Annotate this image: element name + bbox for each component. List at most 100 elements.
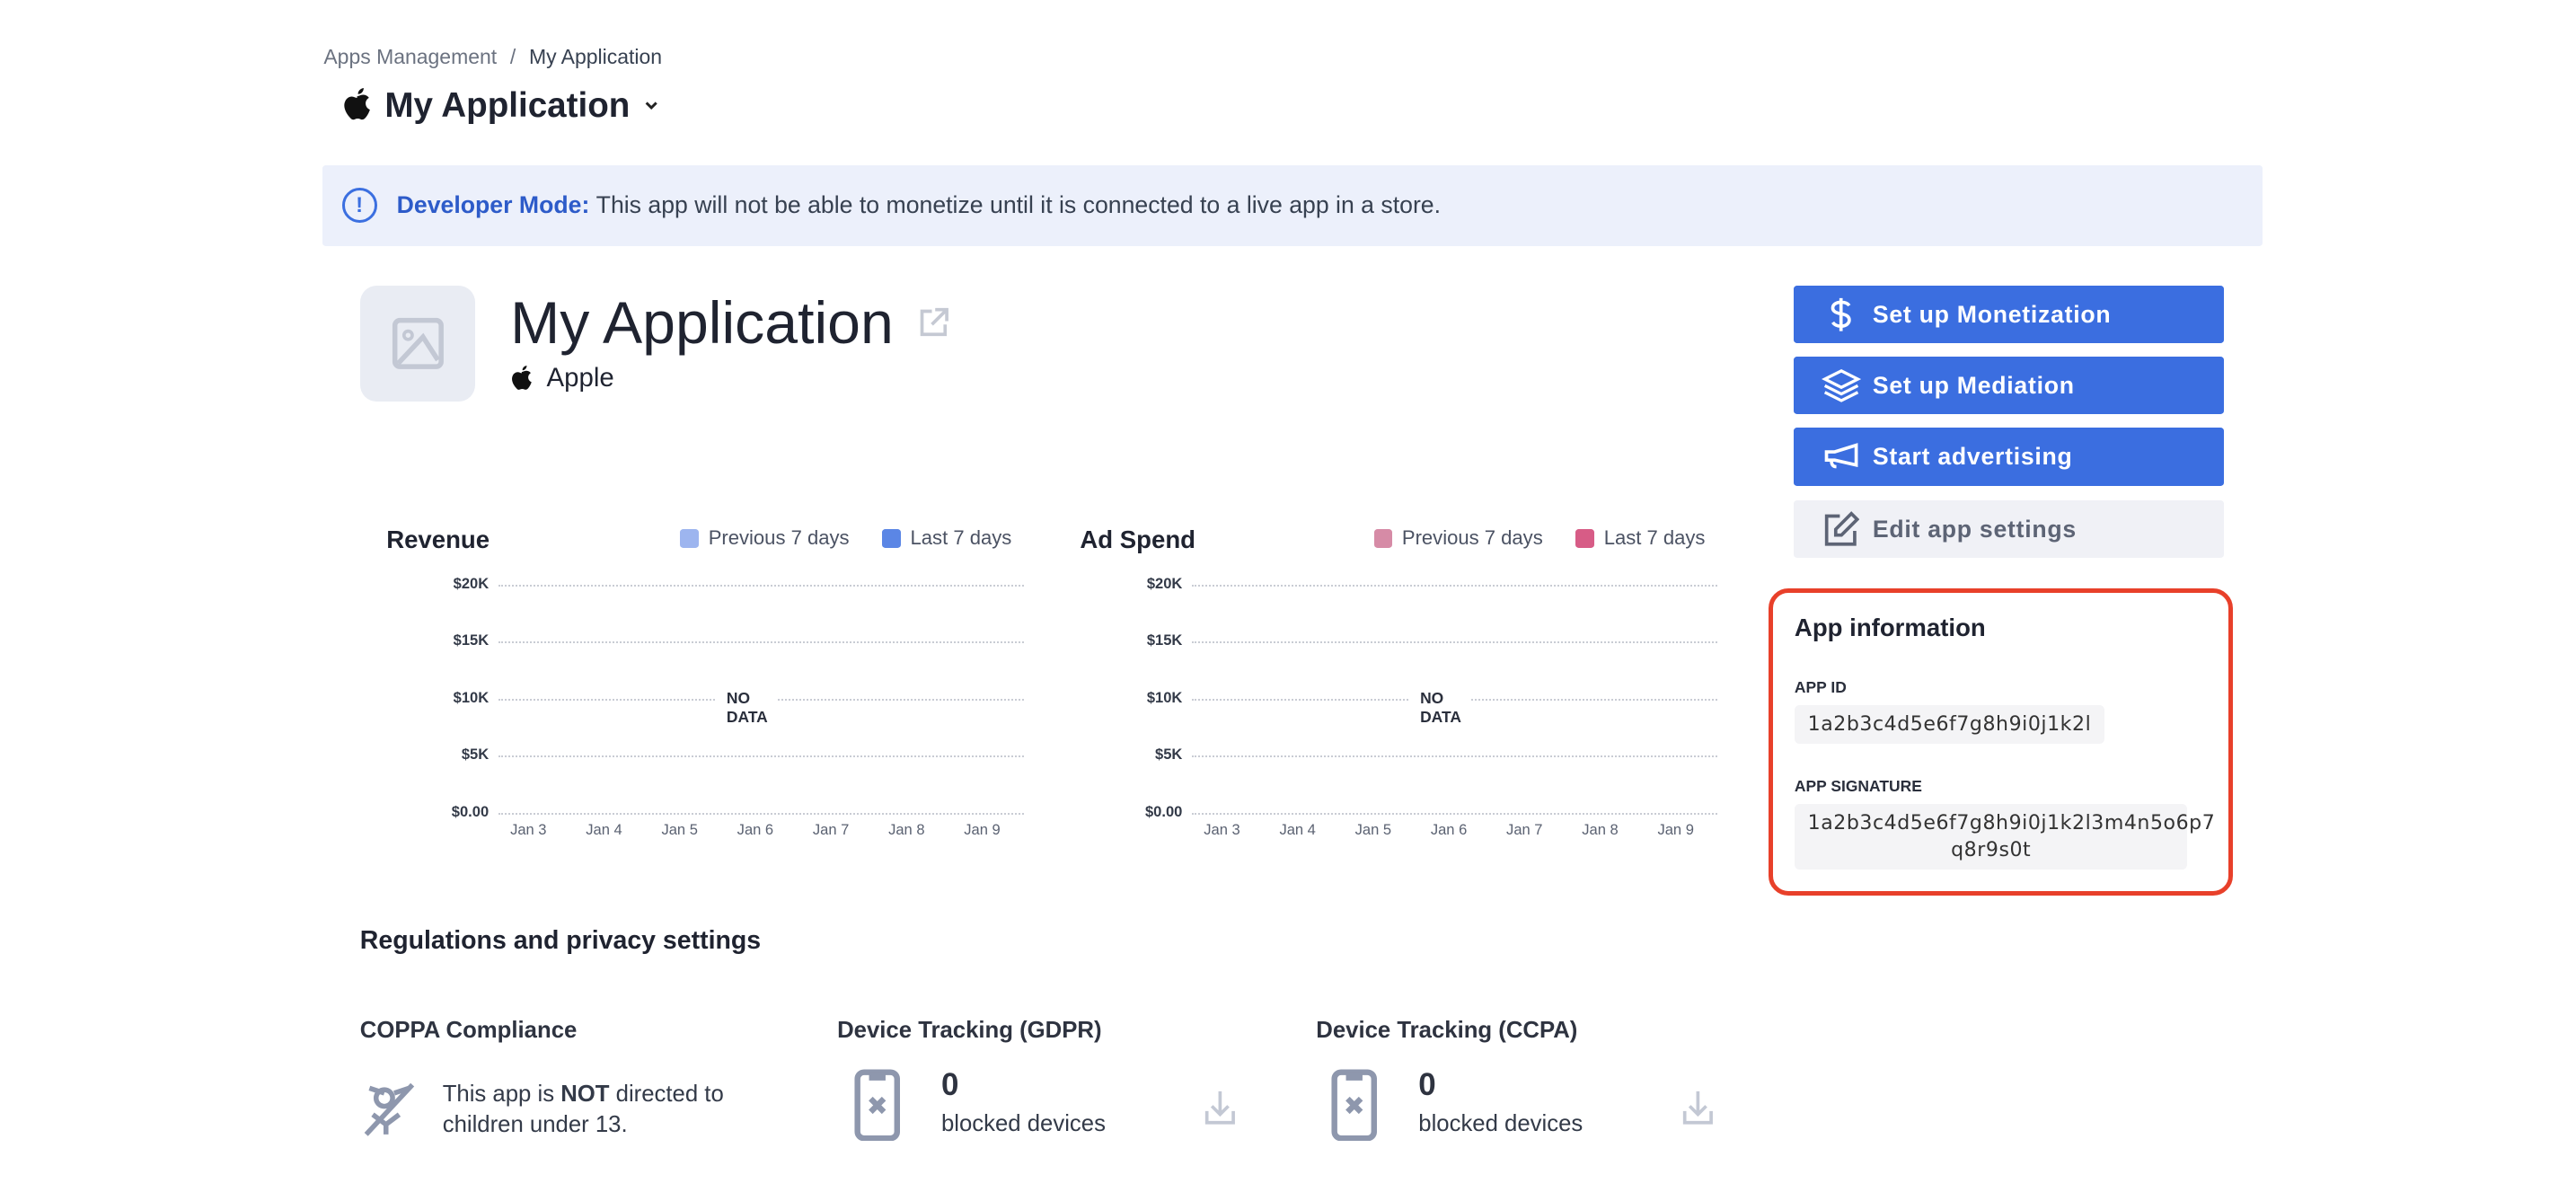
external-link-icon[interactable] xyxy=(917,306,950,340)
legend-swatch xyxy=(882,529,901,548)
ccpa-unit: blocked devices xyxy=(1418,1110,1584,1136)
chevron-down-icon xyxy=(645,102,657,110)
banner-message: This app will not be able to monetize un… xyxy=(595,191,1442,219)
x-tick-label: Jan 8 xyxy=(1582,820,1619,838)
legend-label[interactable]: Previous 7 days xyxy=(1401,526,1543,550)
app-signature-line: q8r9s0t xyxy=(1951,838,2032,861)
gridline xyxy=(1192,812,1718,815)
x-tick-label: Jan 6 xyxy=(737,820,774,838)
x-tick-label: Jan 3 xyxy=(1204,820,1240,838)
gridline xyxy=(498,812,1024,815)
coppa-text-post: directed to xyxy=(609,1081,724,1107)
x-tick-label: Jan 3 xyxy=(510,820,547,838)
y-tick-label: $10K xyxy=(1146,688,1183,706)
y-tick-label: $0.00 xyxy=(1144,802,1183,820)
y-tick-label: $10K xyxy=(453,688,490,706)
gridline xyxy=(1192,641,1718,644)
app-icon-placeholder xyxy=(359,286,476,402)
gridline xyxy=(498,641,1024,644)
y-tick-label: $0.00 xyxy=(451,802,490,820)
edit-icon xyxy=(1816,511,1866,547)
ccpa-title: Device Tracking (CCPA) xyxy=(1316,1017,1578,1043)
start-advertising-button[interactable]: Start advertising xyxy=(1793,428,2225,486)
layers-icon xyxy=(1816,368,1866,402)
app-signature-line: 1a2b3c4d5e6f7g8h9i0j1k2l3m4n5o6p7 xyxy=(1807,812,2216,835)
app-selector-name: My Application xyxy=(384,85,631,125)
apple-icon xyxy=(343,88,370,120)
app-information-title: App information xyxy=(1794,614,1986,642)
legend-swatch xyxy=(680,529,699,548)
gdpr-unit: blocked devices xyxy=(940,1110,1106,1136)
button-label: Set up Mediation xyxy=(1872,371,2075,399)
gridline xyxy=(1192,755,1718,758)
button-label: Set up Monetization xyxy=(1872,300,2112,328)
edit-app-settings-button[interactable]: Edit app settings xyxy=(1793,500,2225,559)
phone-blocked-icon xyxy=(1331,1068,1377,1141)
ccpa-count: 0 xyxy=(1418,1066,1436,1102)
chart-title: Revenue xyxy=(386,525,490,553)
breadcrumb-apps-management[interactable]: Apps Management xyxy=(323,44,498,68)
x-tick-label: Jan 7 xyxy=(1506,820,1543,838)
platform-name: Apple xyxy=(546,363,614,393)
megaphone-icon xyxy=(1816,442,1866,472)
no-data-label: NO DATA xyxy=(716,688,778,727)
developer-mode-banner: ! Developer Mode: This app will not be a… xyxy=(322,164,2263,246)
button-label: Edit app settings xyxy=(1872,515,2077,543)
download-icon[interactable] xyxy=(1681,1090,1715,1126)
x-tick-label: Jan 4 xyxy=(586,820,622,838)
chart-legend: Previous 7 days Last 7 days xyxy=(680,526,1011,550)
gdpr-count: 0 xyxy=(940,1066,959,1102)
breadcrumb-separator: / xyxy=(509,44,516,68)
y-tick-label: $15K xyxy=(453,631,490,649)
breadcrumb-current: My Application xyxy=(528,44,663,68)
x-tick-label: Jan 5 xyxy=(661,820,698,838)
y-tick-label: $20K xyxy=(453,574,490,592)
y-tick-label: $15K xyxy=(1146,631,1183,649)
legend-label[interactable]: Last 7 days xyxy=(1603,526,1706,550)
app-name: My Application xyxy=(510,289,894,357)
legend-label[interactable]: Previous 7 days xyxy=(708,526,850,550)
x-tick-label: Jan 9 xyxy=(964,820,1001,838)
gridline xyxy=(498,755,1024,758)
no-data-label: NO DATA xyxy=(1410,688,1471,727)
app-id-value[interactable]: 1a2b3c4d5e6f7g8h9i0j1k2l xyxy=(1794,704,2104,744)
x-tick-label: Jan 8 xyxy=(888,820,925,838)
set-up-monetization-button[interactable]: Set up Monetization xyxy=(1793,286,2225,344)
legend-swatch xyxy=(1575,529,1594,548)
x-tick-label: Jan 4 xyxy=(1279,820,1316,838)
legend-swatch xyxy=(1373,529,1392,548)
regulations-title: Regulations and privacy settings xyxy=(359,926,762,956)
gdpr-title: Device Tracking (GDPR) xyxy=(837,1017,1102,1043)
gridline xyxy=(498,584,1024,587)
banner-label: Developer Mode: xyxy=(396,191,590,219)
app-information-panel: App information APP ID 1a2b3c4d5e6f7g8h9… xyxy=(1769,587,2234,896)
info-icon: ! xyxy=(341,188,377,224)
coppa-text-pre: This app is xyxy=(442,1081,561,1107)
dollar-icon xyxy=(1816,296,1866,332)
download-icon[interactable] xyxy=(1204,1090,1237,1126)
child-off-icon xyxy=(365,1082,415,1136)
y-tick-label: $5K xyxy=(461,746,490,764)
app-title: My Application xyxy=(510,289,949,358)
apple-icon xyxy=(512,365,532,390)
set-up-mediation-button[interactable]: Set up Mediation xyxy=(1793,357,2225,415)
app-signature-value[interactable]: 1a2b3c4d5e6f7g8h9i0j1k2l3m4n5o6p7 q8r9s0… xyxy=(1794,803,2216,870)
app-platform: Apple xyxy=(510,363,614,393)
y-tick-label: $5K xyxy=(1155,746,1183,764)
gridline xyxy=(1192,584,1718,587)
app-signature-label: APP SIGNATURE xyxy=(1794,777,1922,796)
legend-label[interactable]: Last 7 days xyxy=(910,526,1012,550)
chart-legend: Previous 7 days Last 7 days xyxy=(1373,526,1706,550)
x-tick-label: Jan 5 xyxy=(1354,820,1392,838)
breadcrumb: Apps Management / My Application xyxy=(323,45,662,69)
button-label: Start advertising xyxy=(1872,442,2073,470)
coppa-text-line2: children under 13. xyxy=(442,1112,628,1138)
x-tick-label: Jan 7 xyxy=(812,820,850,838)
image-icon xyxy=(392,317,444,369)
coppa-text-bold: NOT xyxy=(560,1081,610,1107)
y-tick-label: $20K xyxy=(1146,574,1183,592)
coppa-text: This app is NOT directed to children und… xyxy=(443,1079,724,1142)
app-selector[interactable]: My Application xyxy=(342,86,660,126)
chart-title: Ad Spend xyxy=(1080,525,1195,553)
